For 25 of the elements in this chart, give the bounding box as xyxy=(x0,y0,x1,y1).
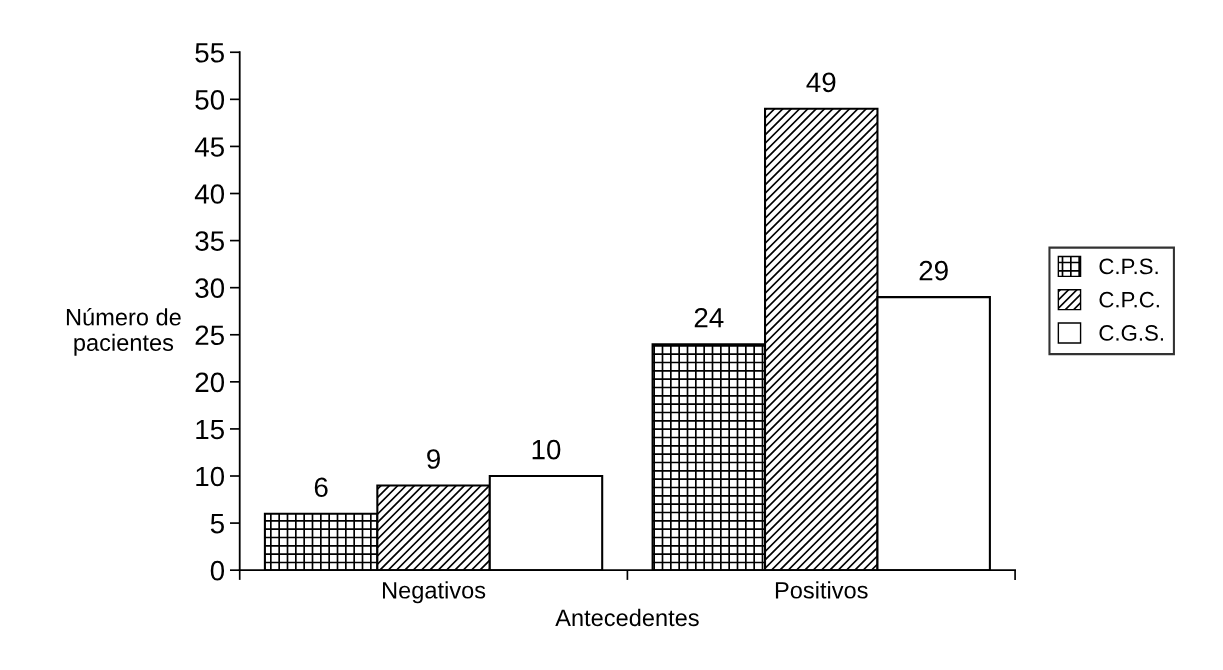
y-tick-label: 30 xyxy=(195,278,225,299)
y-tick-label: 50 xyxy=(195,90,225,110)
legend-label: C.P.C. xyxy=(1099,291,1159,308)
data-label: 49 xyxy=(806,72,836,93)
data-label: 6 xyxy=(314,477,328,498)
legend-label: C.P.S. xyxy=(1099,258,1158,275)
y-tick-label: 5 xyxy=(210,514,224,534)
y-tick-label: 55 xyxy=(195,43,224,63)
x-tick-label: Positivos xyxy=(775,581,868,599)
y-tick-label: 0 xyxy=(210,560,225,581)
x-tick-label: Negativos xyxy=(383,581,486,604)
legend-label: C.G.S. xyxy=(1099,325,1163,341)
y-tick-label: 20 xyxy=(195,372,225,393)
y-tick-label: 25 xyxy=(195,325,224,346)
x-axis-title: Antecedentes xyxy=(555,608,699,627)
y-tick-label: 40 xyxy=(194,184,225,204)
data-label: 29 xyxy=(919,260,948,281)
data-label: 24 xyxy=(694,307,724,328)
data-label: 10 xyxy=(532,439,561,460)
data-label: 9 xyxy=(427,449,440,469)
y-tick-label: 10 xyxy=(196,466,225,487)
y-tick-label: 45 xyxy=(194,137,224,157)
y-tick-label: 35 xyxy=(195,231,224,251)
y-axis-title: Número de pacientes xyxy=(66,307,181,356)
y-tick-label: 15 xyxy=(196,419,224,440)
